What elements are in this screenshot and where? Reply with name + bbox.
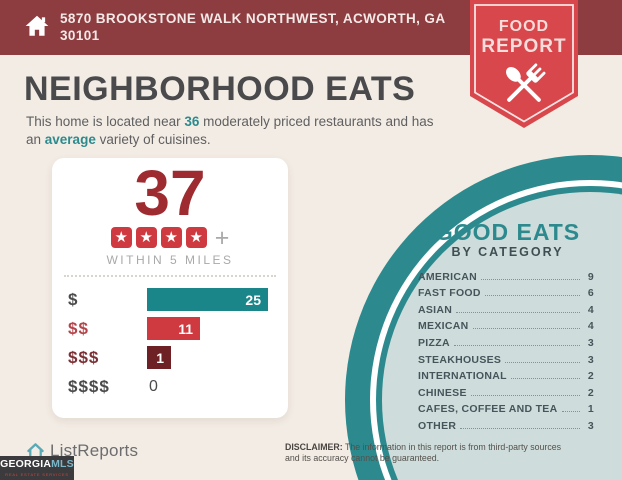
summary-suffix: variety of cuisines.: [95, 132, 211, 148]
summary-prefix: This home is located near: [26, 114, 185, 129]
category-label: STEAKHOUSES: [418, 353, 502, 366]
star-icon: ★: [160, 227, 182, 249]
georgia-mls-tagline: REAL ESTATE SERVICES: [5, 471, 69, 477]
category-count: 9: [587, 270, 594, 283]
restaurant-total: 37: [134, 157, 206, 229]
radius-label: WITHIN 5 MILES: [106, 253, 234, 268]
price-tier-row: $$$ 1: [68, 343, 274, 372]
category-label: OTHER: [418, 419, 457, 432]
page-title: NEIGHBORHOOD EATS: [24, 70, 416, 108]
dot-leader: [453, 344, 580, 346]
price-tier-bar-chart: $25 $$ 11 $$$ 1 $$$$ 0: [52, 283, 288, 401]
dot-leader: [510, 378, 580, 380]
star-icon: ★: [135, 227, 157, 249]
price-tier-row: $$$$ 0: [68, 372, 274, 401]
georgia-mls-wordmark: GEORGIAMLS: [0, 458, 74, 470]
category-row: CAFES, COFFEE AND TEA 1: [418, 399, 594, 416]
dotted-divider: [64, 275, 276, 278]
bar-track: 1: [147, 346, 274, 370]
good-eats-title: GOOD EATS: [434, 219, 581, 245]
star-icon: ★: [110, 227, 132, 249]
listreports-wordmark: ListReports: [50, 441, 139, 460]
bar-fill: 1: [147, 346, 171, 370]
bar-track: 25: [147, 288, 274, 312]
dot-leader: [472, 328, 580, 330]
address-line2: 30101: [60, 27, 100, 43]
price-tier-label: $$$: [68, 347, 100, 367]
restaurant-stats-card: 37 ★ ★ ★ ★ + WITHIN 5 MILES $25 $$ 11 $$$ 1 $$$$ 0: [52, 158, 288, 418]
category-count: 4: [587, 320, 594, 333]
star-rating: ★ ★ ★ ★ +: [52, 223, 288, 252]
dot-leader: [480, 278, 580, 280]
bar-fill: 25: [147, 288, 268, 312]
dot-leader: [460, 427, 580, 429]
price-tier-label: $$$$: [68, 376, 110, 396]
star-icon: ★: [185, 227, 207, 249]
category-label: CAFES, COFFEE AND TEA: [418, 403, 558, 416]
category-count: 4: [587, 303, 594, 316]
category-count: 3: [587, 336, 594, 349]
bar-track: 0: [147, 375, 274, 398]
food-report-badge: FOOD REPORT: [470, 0, 578, 130]
disclaimer-label: DISCLAIMER:: [285, 442, 343, 452]
price-tier-row: $25: [68, 285, 274, 314]
category-row: STEAKHOUSES 3: [418, 349, 594, 366]
plus-sign: +: [214, 223, 230, 252]
category-count: 6: [587, 287, 594, 300]
dot-leader: [505, 361, 580, 363]
report-summary: This home is located near 36 moderately …: [26, 113, 446, 149]
category-label: ASIAN: [418, 303, 453, 316]
category-list: AMERICAN 9 FAST FOOD 6 ASIAN 4 MEXICAN 4 PIZZA 3 S…: [418, 266, 594, 432]
category-count: 2: [587, 370, 594, 383]
badge-ribbon-shape: [470, 0, 578, 128]
georgia-mls-logo: GEORGIAMLS REAL ESTATE SERVICES: [0, 456, 74, 480]
crossed-spoon-fork-icon: [506, 63, 546, 102]
category-count: 2: [587, 386, 594, 399]
category-label: INTERNATIONAL: [418, 370, 507, 383]
variety-highlight: average: [44, 132, 96, 148]
property-address: 5870 BROOKSTONE WALK NORTHWEST, ACWORTH,…: [60, 11, 460, 45]
badge-title-line2: REPORT: [481, 36, 567, 57]
category-label: CHINESE: [418, 386, 467, 399]
category-row: FAST FOOD 6: [418, 283, 594, 300]
category-label: AMERICAN: [418, 270, 477, 283]
category-row: CHINESE 2: [418, 382, 594, 399]
bar-fill: 11: [147, 317, 200, 341]
good-eats-subtitle: BY CATEGORY: [451, 245, 564, 259]
category-count: 3: [587, 353, 594, 366]
category-row: PIZZA 3: [418, 332, 594, 349]
category-label: MEXICAN: [418, 320, 469, 333]
category-row: AMERICAN 9: [418, 266, 594, 283]
category-label: PIZZA: [418, 336, 450, 349]
summary-middle: moderately priced restaurants and has an: [26, 114, 434, 148]
category-row: ASIAN 4: [418, 299, 594, 316]
dot-leader: [456, 311, 580, 313]
badge-title-line1: FOOD: [498, 18, 550, 35]
dot-leader: [484, 295, 580, 297]
dot-leader: [561, 411, 580, 413]
price-tier-label: $: [68, 289, 79, 309]
category-count: 3: [587, 419, 594, 432]
dot-leader: [470, 394, 580, 396]
category-row: OTHER 3: [418, 415, 594, 432]
address-line1: 5870 BROOKSTONE WALK NORTHWEST, ACWORTH,…: [60, 11, 446, 26]
disclaimer-body: The information in this report is from t…: [285, 442, 562, 464]
category-row: INTERNATIONAL 2: [418, 366, 594, 383]
category-count: 1: [587, 403, 594, 416]
bar-track: 11: [147, 317, 274, 341]
disclaimer-text: DISCLAIMER: The information in this repo…: [285, 442, 573, 465]
category-row: MEXICAN 4: [418, 316, 594, 333]
price-tier-row: $$ 11: [68, 314, 274, 343]
category-label: FAST FOOD: [418, 287, 481, 300]
bar-zero-value: 0: [149, 378, 158, 396]
price-tier-label: $$: [68, 318, 89, 338]
restaurant-count: 36: [184, 114, 200, 129]
home-icon: [24, 13, 50, 39]
